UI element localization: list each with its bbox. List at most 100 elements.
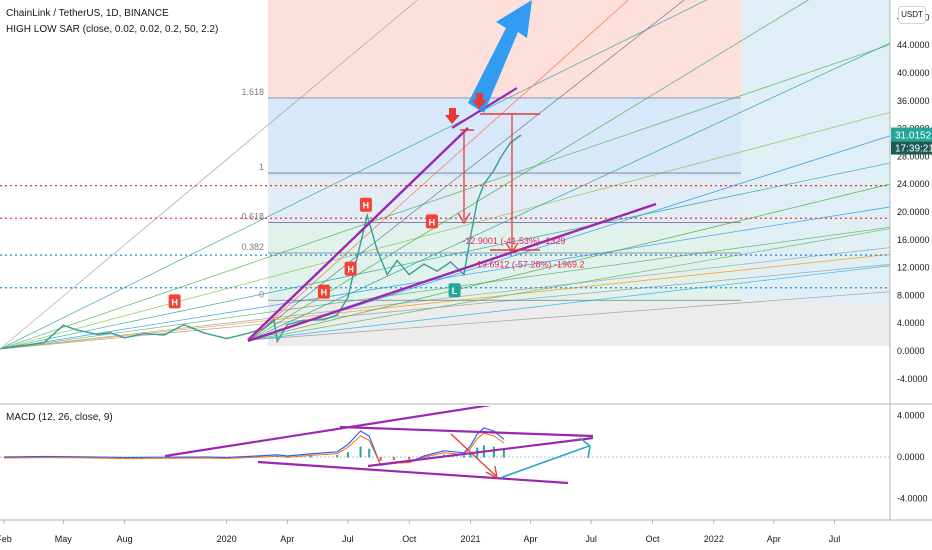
macd-histogram-bar: [502, 449, 505, 458]
measure-annotation: -19.6912 (-57.28%) -1969.2: [474, 260, 585, 270]
price-point: [76, 329, 79, 332]
price-axis-tick: 20.0000: [897, 207, 930, 217]
time-axis-tick: Oct: [645, 534, 660, 544]
macd-histogram-bar: [346, 452, 349, 458]
pattern-badge-label: H: [347, 265, 354, 275]
macd-histogram-bar: [162, 457, 165, 458]
price-point: [482, 183, 485, 186]
fan2-line-0: [249, 0, 629, 341]
fib-level-label: 0.618: [241, 211, 264, 221]
chart-title: ChainLink / TetherUS, 1D, BINANCE: [6, 8, 169, 19]
price-point: [436, 270, 439, 272]
price-axis-tick: -4.0000: [897, 374, 928, 384]
macd-histogram-bar: [408, 457, 411, 460]
price-point: [276, 340, 279, 343]
price-point: [286, 323, 289, 326]
pattern-badge-label: H: [429, 217, 436, 227]
fan2-line-2: [249, 0, 810, 341]
macd-histogram-bar: [286, 456, 289, 458]
price-axis-tick: 40.0000: [897, 68, 930, 78]
pattern-badge: [425, 214, 438, 229]
price-axis-tick: 12.0000: [897, 263, 930, 273]
macd-panel[interactable]: [0, 404, 890, 485]
pattern-badge-label: H: [321, 288, 328, 298]
price-point: [499, 156, 502, 159]
fan-line-2: [0, 247, 890, 350]
price-axis-tick: 28.0000: [897, 151, 930, 161]
price-axis-tick: 24.0000: [897, 179, 930, 189]
fan-line-9: [0, 0, 419, 350]
price-point: [366, 214, 369, 217]
fan-line-6: [0, 111, 890, 350]
pattern-badge-label: H: [171, 297, 178, 307]
macd-axis-tick: 4.0000: [897, 410, 925, 420]
measure-head-2: [505, 242, 519, 254]
fan2-line-6: [249, 228, 890, 341]
fan2-line-1: [249, 0, 685, 341]
indicator-label: HIGH LOW SAR (close, 0.02, 0.02, 0.2, 50…: [6, 24, 219, 35]
down-marker-1: [445, 108, 460, 124]
price-axis-tick: 0.0000: [897, 346, 925, 356]
price-point: [143, 332, 145, 335]
currency-button[interactable]: USDT: [898, 6, 926, 24]
pattern-badge: [344, 261, 357, 276]
macd-channel-low: [367, 436, 594, 468]
price-point: [336, 313, 339, 316]
price-point: [396, 259, 399, 262]
price-point: [23, 344, 25, 347]
price-point: [243, 333, 245, 336]
price-point: [422, 263, 425, 266]
time-axis-tick: 2020: [217, 534, 237, 544]
fib-level-label: 0: [259, 289, 264, 299]
price-point: [519, 134, 522, 137]
macd-histogram-bar: [3, 457, 5, 458]
time-axis-tick: Apr: [767, 534, 781, 544]
price-panel[interactable]: 1.618 1 0.618 0.382 0 -12.9001 (-41.53%) -132…: [0, 0, 932, 350]
price-point: [386, 273, 389, 276]
price-point: [449, 261, 452, 263]
macd-histogram-bar: [202, 457, 205, 458]
price-point: [356, 256, 359, 259]
time-axis-tick: Jul: [342, 534, 354, 544]
price-point: [263, 327, 265, 330]
price-point: [62, 324, 65, 327]
fib-level-label: 0.382: [241, 242, 264, 252]
down-marker-2: [472, 93, 487, 109]
time-axis-tick: Jul: [829, 534, 841, 544]
countdown-value: 17:39:21: [895, 144, 932, 155]
price-point: [408, 273, 411, 276]
macd-arrow-up: [499, 445, 590, 479]
macd-channel-mid: [339, 425, 594, 438]
price-point: [462, 273, 465, 276]
time-axis-tick: May: [55, 534, 73, 544]
fan2-line-4: [249, 135, 890, 341]
macd-channel-upper: [164, 406, 492, 458]
macd-axis-tick: 0.0000: [897, 452, 925, 462]
price-axis-tick: 36.0000: [897, 96, 930, 106]
macd-line: [3, 427, 505, 466]
time-axis-tick: Jul: [585, 534, 597, 544]
fib-level-label: 1.618: [241, 87, 264, 97]
macd-histogram-bar: [492, 446, 495, 458]
measure-head-1: [457, 212, 471, 225]
price-axis-tick: 16.0000: [897, 235, 930, 245]
fan2-line-7: [249, 265, 890, 341]
price-point: [96, 333, 99, 336]
macd-histogram-bar: [256, 456, 259, 458]
pattern-badge-label: H: [363, 201, 370, 211]
macd-histogram-bar: [469, 452, 472, 458]
price-axis-tick: 4.0000: [897, 318, 925, 328]
macd-arrow-up-head: [579, 437, 591, 459]
macd-arrow-down: [450, 433, 497, 477]
pattern-badge: [168, 294, 181, 309]
pattern-badge: [448, 283, 461, 298]
price-point: [3, 347, 5, 350]
price-point: [492, 169, 495, 172]
price-point: [203, 332, 205, 334]
time-axis-tick: Feb: [0, 534, 12, 544]
price-point: [476, 200, 479, 203]
current-price-value: 31.0152: [895, 131, 932, 142]
macd-channel-lower: [257, 460, 569, 485]
zone-bottom: [268, 303, 890, 346]
